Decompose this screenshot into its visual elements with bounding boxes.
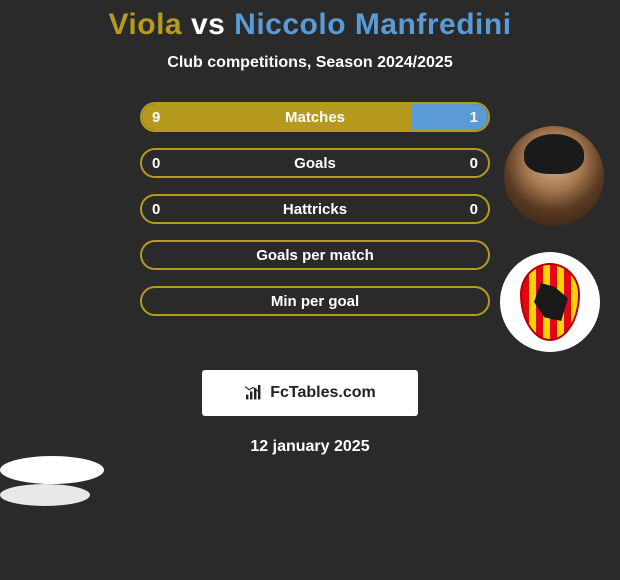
brand-badge[interactable]: FcTables.com bbox=[202, 370, 418, 416]
stat-label: Min per goal bbox=[142, 288, 488, 314]
stat-value-right: 1 bbox=[470, 104, 478, 130]
stat-value-left: 0 bbox=[152, 196, 160, 222]
stat-row: Matches9 1 bbox=[140, 102, 490, 132]
bar-chart-icon bbox=[244, 385, 264, 401]
stat-label: Hattricks bbox=[142, 196, 488, 222]
stat-value-left: 0 bbox=[152, 150, 160, 176]
player2-avatar bbox=[504, 126, 604, 226]
player1-club-badge bbox=[0, 484, 90, 506]
stat-label: Goals per match bbox=[142, 242, 488, 268]
brand-text: FcTables.com bbox=[270, 384, 376, 402]
stat-row: Hattricks0 0 bbox=[140, 194, 490, 224]
vs-label: vs bbox=[191, 8, 225, 41]
page-title: Viola vs Niccolo Manfredini bbox=[0, 8, 620, 42]
player1-avatar bbox=[0, 456, 104, 484]
comparison-card: Viola vs Niccolo Manfredini Club competi… bbox=[0, 0, 620, 456]
date-label: 12 january 2025 bbox=[0, 438, 620, 456]
stat-label: Goals bbox=[142, 150, 488, 176]
stat-value-right: 0 bbox=[470, 150, 478, 176]
stat-row: Goals per match bbox=[140, 240, 490, 270]
stat-label: Matches bbox=[142, 104, 488, 130]
player2-club-badge bbox=[500, 252, 600, 352]
stat-value-right: 0 bbox=[470, 196, 478, 222]
club-crest-icon bbox=[520, 263, 580, 341]
subtitle: Club competitions, Season 2024/2025 bbox=[0, 54, 620, 72]
stat-rows: Matches91Goals00Hattricks00Goals per mat… bbox=[140, 102, 490, 332]
stat-row: Goals0 0 bbox=[140, 148, 490, 178]
player2-name: Niccolo Manfredini bbox=[234, 8, 511, 41]
player1-name: Viola bbox=[108, 8, 182, 41]
stat-value-left: 9 bbox=[152, 104, 160, 130]
stat-row: Min per goal bbox=[140, 286, 490, 316]
